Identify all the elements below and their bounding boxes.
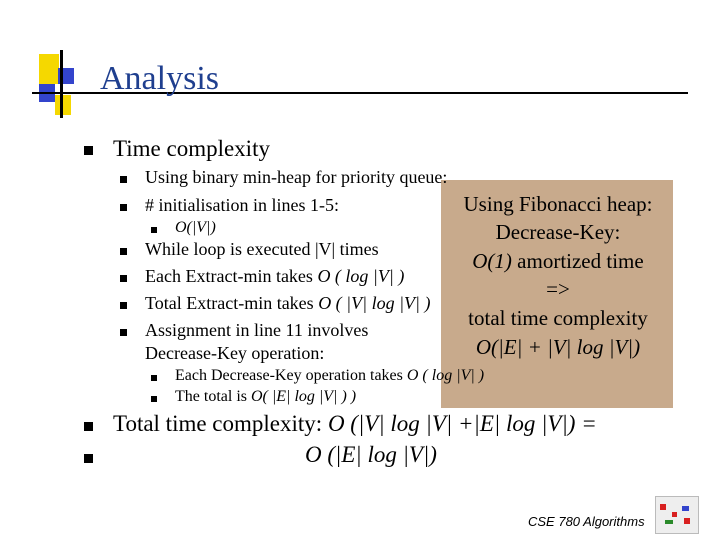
total-complexity-math: O (|V| log |V| +|E| log |V|) = bbox=[327, 411, 597, 436]
main-bullet-text: Time complexity bbox=[113, 136, 270, 161]
extract-min-line: Each Extract-min takes O ( log |V| ) bbox=[145, 266, 404, 287]
bullet-icon bbox=[84, 146, 93, 155]
fib-amortized-text: amortized time bbox=[511, 249, 644, 273]
fib-arrow: => bbox=[546, 277, 570, 301]
total-dk-line: The total is O( |E| log |V| ) ) bbox=[175, 388, 356, 406]
total-complexity-line: Total time complexity: O (|V| log |V| +|… bbox=[113, 411, 597, 437]
while-loop-text: While loop is executed |V| times bbox=[145, 239, 379, 259]
init-complexity-text: O(|V|) bbox=[175, 219, 216, 236]
total-extract-text: Total Extract-min takes bbox=[145, 293, 319, 313]
decrease-key-line: Each Decrease-Key operation takes O ( lo… bbox=[175, 367, 484, 385]
fib-total-complexity: total time complexity bbox=[468, 306, 648, 330]
total-extract-line: Total Extract-min takes O ( |V| log |V| … bbox=[145, 293, 430, 314]
bullet-icon bbox=[120, 176, 127, 183]
bullet-icon bbox=[84, 422, 93, 431]
bullet-icon bbox=[120, 248, 127, 255]
footer-text: CSE 780 Algorithms bbox=[528, 514, 645, 529]
bullet-icon bbox=[151, 227, 157, 233]
fibonacci-overlay-box bbox=[441, 180, 673, 408]
total-extract-math: O ( |V| log |V| ) bbox=[318, 293, 431, 313]
fib-amortized-math: O(1) bbox=[472, 249, 512, 273]
fib-heading: Using Fibonacci heap: bbox=[463, 192, 653, 216]
total-complexity-text: Total time complexity: bbox=[113, 411, 328, 436]
slide-title: Analysis bbox=[100, 60, 219, 97]
binary-heap-text: Using binary min-heap for priority queue… bbox=[145, 167, 448, 187]
bullet-icon bbox=[120, 302, 127, 309]
init-text: # initialisation in lines 1-5: bbox=[145, 195, 339, 215]
total-dk-math: O( |E| log |V| ) ) bbox=[250, 388, 357, 405]
bullet-icon bbox=[151, 375, 157, 381]
extract-min-text: Each Extract-min takes bbox=[145, 266, 318, 286]
fib-complexity-math: O(|E| + |V| log |V|) bbox=[475, 335, 641, 359]
decrease-key-text: Each Decrease-Key operation takes bbox=[175, 367, 407, 384]
total-dk-text: The total is bbox=[175, 388, 251, 405]
fib-amortized-line: O(1) amortized time bbox=[433, 249, 683, 274]
bullet-icon bbox=[120, 329, 127, 336]
fib-decrease-key: Decrease-Key: bbox=[495, 220, 621, 244]
decrease-key-math: O ( log |V| ) bbox=[406, 367, 485, 384]
assignment-text-line2: Decrease-Key operation: bbox=[145, 343, 325, 363]
assignment-text-line1: Assignment in line 11 involves bbox=[145, 320, 369, 340]
total-complexity-result: O (|E| log |V|) bbox=[305, 442, 437, 467]
bullet-icon bbox=[151, 396, 157, 402]
bullet-icon bbox=[120, 204, 127, 211]
extract-min-math: O ( log |V| ) bbox=[317, 266, 405, 286]
bullet-icon bbox=[84, 454, 93, 463]
bullet-icon bbox=[120, 275, 127, 282]
